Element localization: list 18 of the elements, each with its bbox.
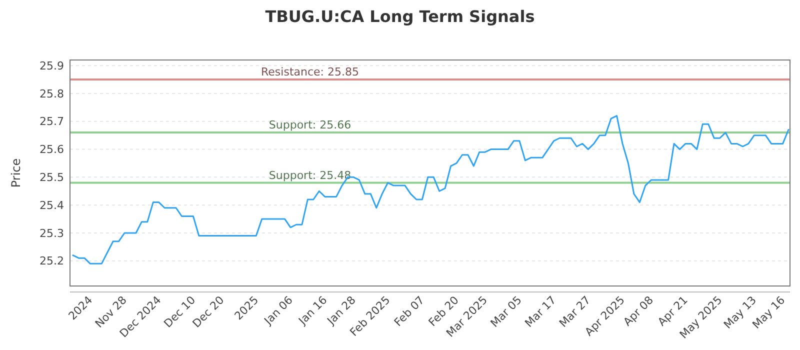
y-tick-label: 25.5 [40, 171, 64, 184]
y-tick-label: 25.3 [40, 226, 64, 240]
x-tick-label: Feb 07 [392, 294, 428, 329]
line-series [72, 115, 790, 264]
y-tick-label: 25.4 [40, 198, 64, 212]
y-tick-label: 25.2 [40, 254, 64, 268]
ref-line-label: Support: 25.66 [268, 118, 352, 132]
y-axis-title: Price [9, 158, 23, 188]
x-tick-label: Jan 06 [261, 294, 296, 328]
x-tick-label: Mar 17 [522, 294, 559, 330]
chart-title: TBUG.U:CA Long Term Signals [265, 7, 535, 26]
x-tick-label: Mar 05 [488, 294, 524, 330]
ref-line-label: Support: 25.48 [268, 168, 352, 182]
ref-line-label: Resistance: 25.85 [261, 66, 359, 79]
y-tick-label: 25.8 [40, 87, 64, 100]
y-tick-label: 25.7 [40, 115, 64, 128]
y-tick-label: 25.9 [40, 59, 64, 72]
y-tick-label: 25.6 [40, 143, 64, 156]
